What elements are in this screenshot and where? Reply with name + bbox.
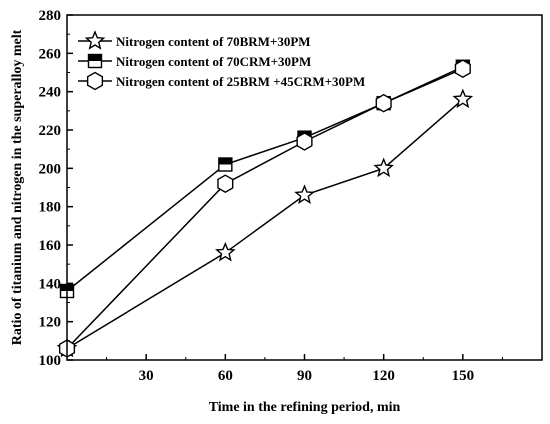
y-tick-label: 280 xyxy=(39,8,62,24)
square-fill xyxy=(218,158,232,165)
data-point xyxy=(375,93,392,113)
y-tick-label: 120 xyxy=(39,315,62,331)
y-tick-label: 220 xyxy=(39,123,62,139)
legend-item: Nitrogen content of 70CRM+30PM xyxy=(78,53,311,69)
legend: Nitrogen content of 70BRM+30PM Nitrogen c… xyxy=(78,30,365,91)
series-line xyxy=(66,98,464,350)
data-point xyxy=(294,184,315,204)
data-point xyxy=(215,241,236,262)
star-icon xyxy=(373,157,394,178)
star-icon xyxy=(84,30,106,50)
y-tick-label: 260 xyxy=(39,46,62,62)
x-tick-label: 30 xyxy=(139,368,154,384)
hexagon-icon xyxy=(454,59,471,78)
y-tick-label: 160 xyxy=(39,238,62,254)
hexagon-icon xyxy=(375,93,392,113)
y-axis-label: Ratio of titanium and nitrogen in the su… xyxy=(10,29,25,345)
square-fill xyxy=(88,54,102,61)
legend-label: Nitrogen content of 70BRM+30PM xyxy=(116,34,311,49)
legend-marker xyxy=(84,30,106,50)
series-line xyxy=(66,67,464,350)
series-line xyxy=(66,66,464,292)
data-point xyxy=(452,88,474,109)
data-point xyxy=(373,157,394,178)
y-tick-label: 200 xyxy=(39,161,62,177)
hexagon-icon xyxy=(217,174,234,193)
hexagon-icon xyxy=(296,132,313,151)
star-icon xyxy=(294,184,315,204)
data-point xyxy=(217,174,234,193)
legend-label: Nitrogen content of 25BRM +45CRM+30PM xyxy=(116,74,365,89)
x-tick-label: 120 xyxy=(372,368,395,384)
data-point xyxy=(296,132,313,151)
x-tick-label: 60 xyxy=(218,368,233,384)
hexagon-icon xyxy=(86,71,104,91)
x-tick-label: 150 xyxy=(452,368,475,384)
y-tick-label: 180 xyxy=(39,200,62,216)
data-point xyxy=(218,157,233,172)
legend-item: Nitrogen content of 70BRM+30PM xyxy=(78,30,311,50)
series-half-filled-square xyxy=(66,66,464,292)
star-icon xyxy=(215,241,236,262)
y-tick-label: 140 xyxy=(39,276,62,292)
y-tick-label: 240 xyxy=(39,85,62,101)
legend-marker xyxy=(86,71,104,91)
y-tick-label: 100 xyxy=(39,353,62,369)
legend-label: Nitrogen content of 70CRM+30PM xyxy=(116,54,311,69)
legend-item: Nitrogen content of 25BRM +45CRM+30PM xyxy=(78,71,365,91)
star-icon xyxy=(452,88,474,109)
series-star xyxy=(66,98,464,350)
x-tick-label: 90 xyxy=(297,368,312,384)
data-point xyxy=(454,59,471,78)
legend-marker xyxy=(87,53,103,69)
series-hexagon xyxy=(66,67,464,350)
x-axis-label: Time in the refining period, min xyxy=(209,400,401,415)
